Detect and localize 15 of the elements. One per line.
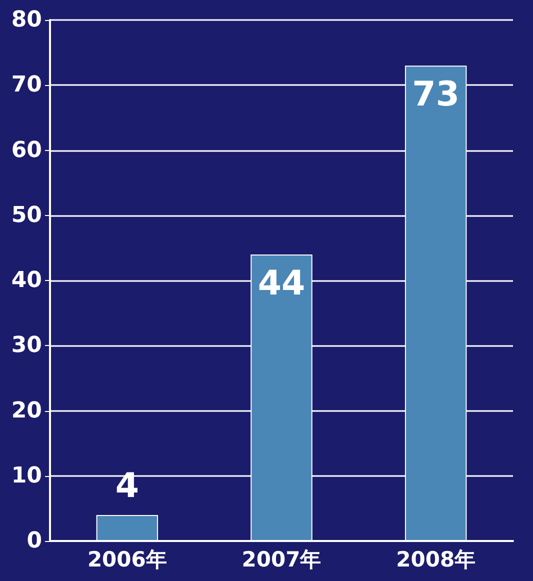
y-tick-label: 40 (11, 268, 42, 293)
y-tick-label: 10 (11, 463, 42, 488)
x-tick-label: 2007年 (242, 548, 322, 572)
y-tick-label: 20 (11, 398, 42, 424)
x-tick-label: 2006年 (87, 548, 167, 572)
y-tick-label: 60 (11, 138, 42, 163)
y-tick-label: 50 (11, 202, 42, 228)
data-label: 73 (412, 74, 460, 115)
y-tick-label: 80 (11, 8, 42, 32)
x-tick-label: 2008年 (396, 548, 476, 572)
data-label: 44 (258, 263, 306, 304)
y-tick-label: 70 (11, 72, 42, 98)
y-tick-label: 30 (11, 333, 42, 358)
data-label: 4 (115, 466, 140, 506)
y-tick-label: 0 (26, 528, 42, 554)
